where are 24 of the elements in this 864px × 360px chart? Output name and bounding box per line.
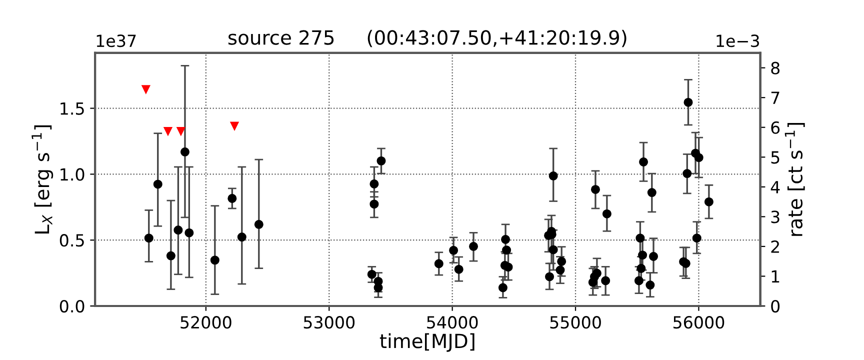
y2-tick-label: 5 (771, 151, 780, 164)
text: 1e37 (96, 34, 136, 48)
y2-tick-label: 1 (772, 270, 780, 283)
y-tick-label: 1.0 (60, 168, 84, 181)
y2-tick-label: 2 (771, 240, 779, 253)
chart-title: source 275 (00:43:07.50,+41:20:19.9) (228, 30, 626, 48)
y-tick-label: 1.5 (60, 102, 84, 115)
text: 1e−3 (716, 34, 759, 48)
x-tick-label: 54000 (427, 316, 478, 329)
y2-tick-label: 8 (771, 62, 780, 74)
y2-axis-title: rate [ct s$^{−1}$] (784, 123, 805, 236)
y2-tick-label: 4 (770, 181, 780, 194)
y2-tick-label: 0 (771, 300, 780, 313)
y2-tick-label: 6 (771, 121, 780, 134)
x-axis-title: time[MJD] (380, 333, 474, 352)
y2-tick-label: 3 (771, 210, 780, 224)
y2-tick-label: 7 (771, 92, 780, 104)
y-tick-label: 0.5 (60, 234, 84, 247)
x-tick-label: 56000 (673, 316, 724, 329)
x-tick-label: 53000 (304, 316, 355, 329)
y-axis-title: L$_{X}$ [erg s$^{−1}$] (32, 125, 54, 234)
x-tick-label: 52000 (180, 316, 232, 329)
x-tick-label: 55000 (550, 316, 601, 329)
y-tick-label: 0.0 (60, 300, 84, 313)
